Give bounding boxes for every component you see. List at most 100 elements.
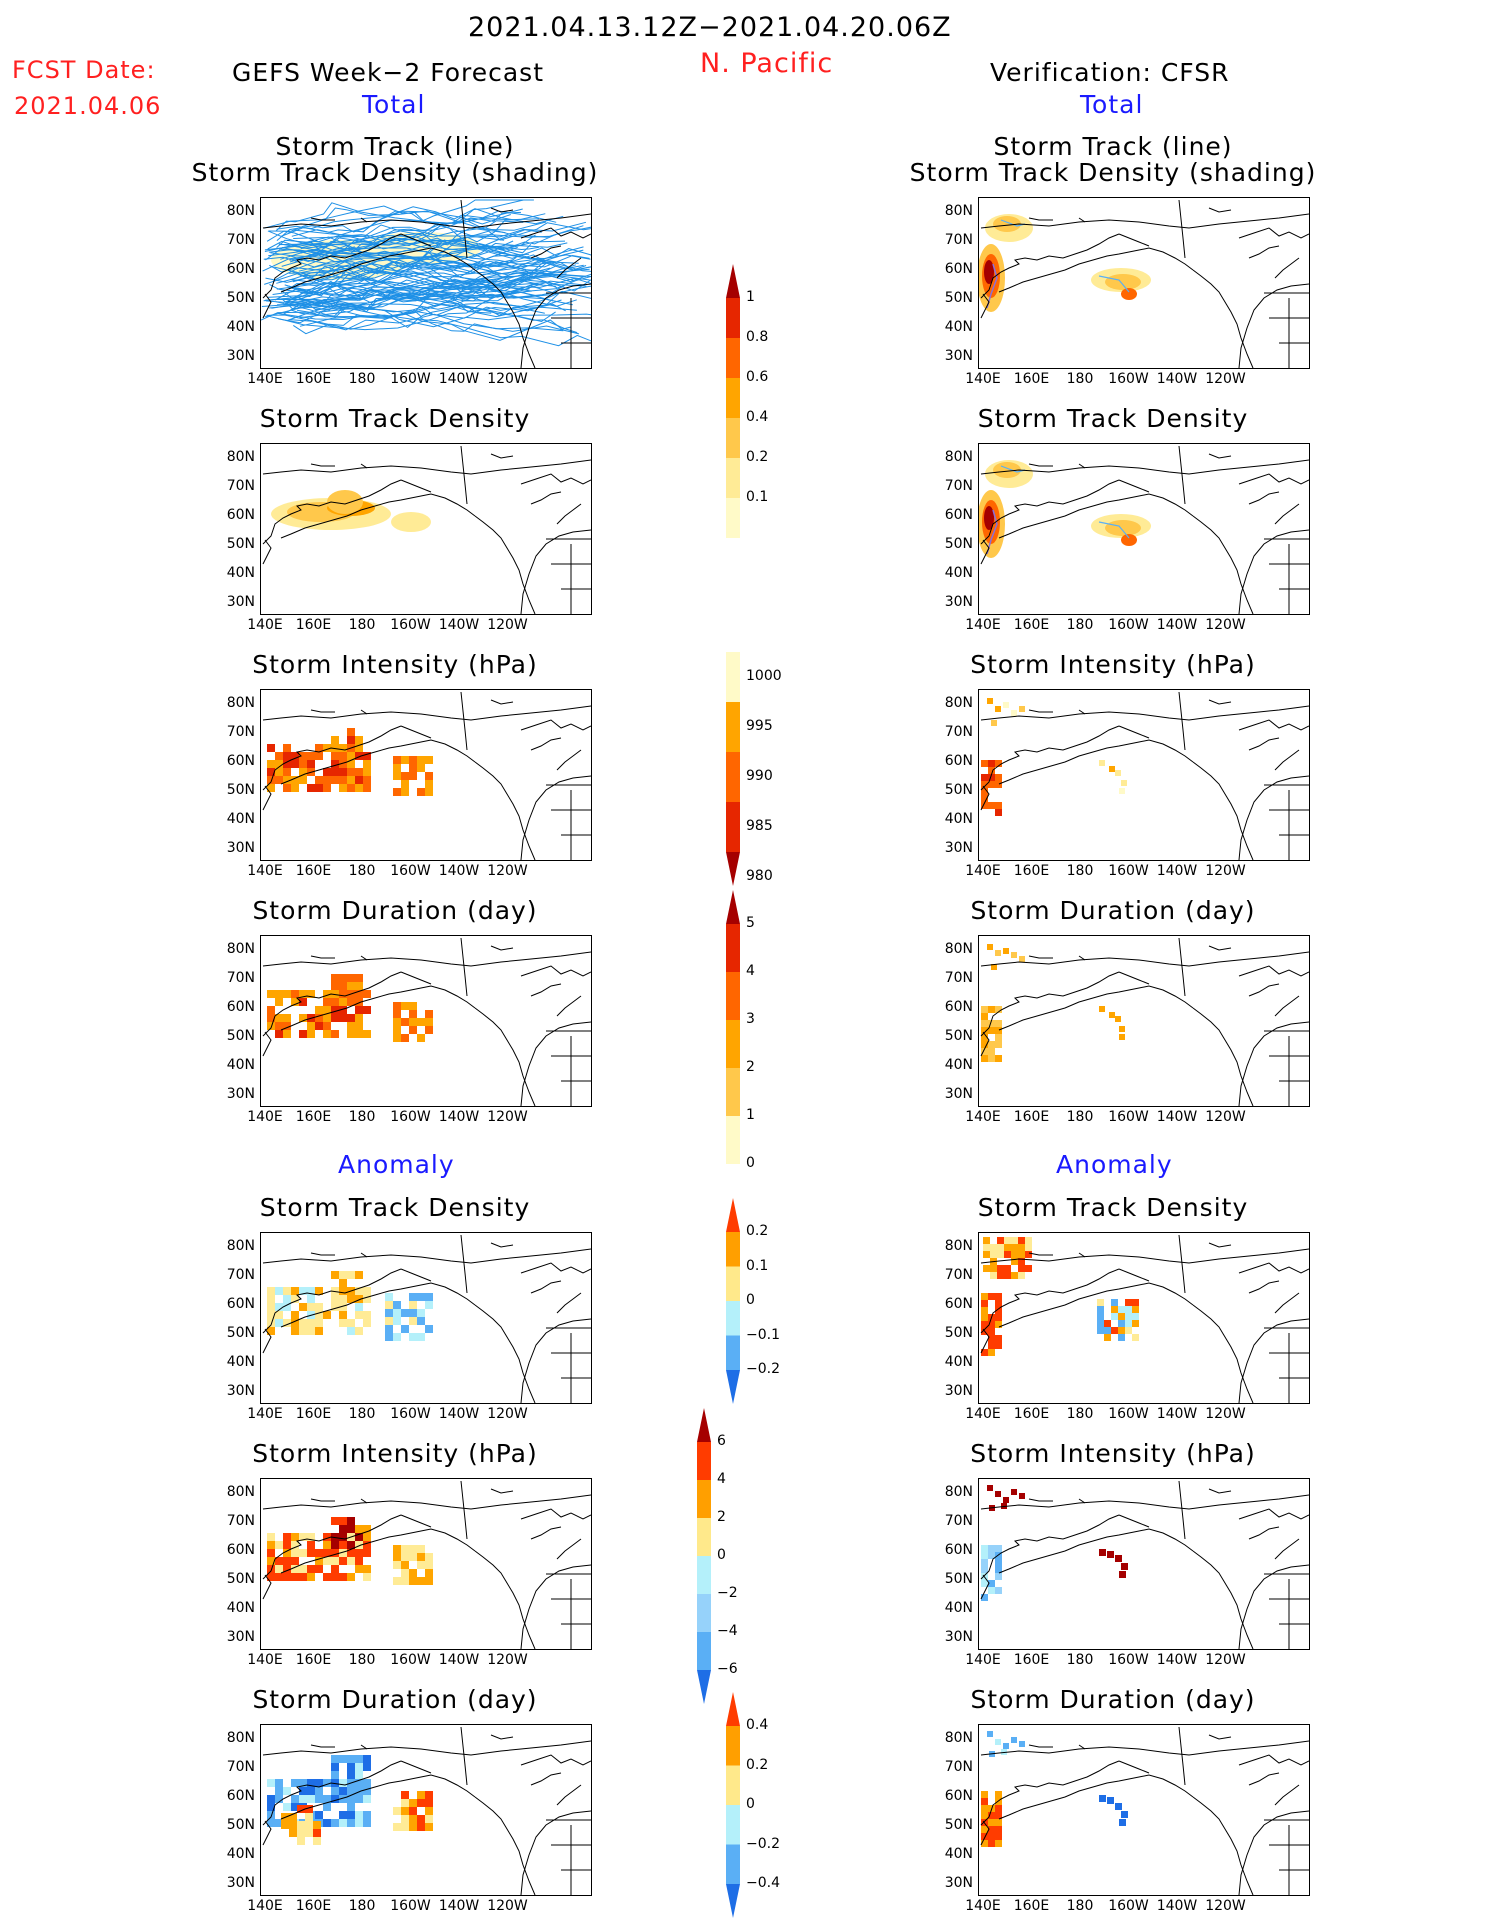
coastline-15 [1078,1744,1086,1750]
grid-cell [323,1549,331,1557]
colorbar-triangle [726,264,740,298]
coastline-1 [998,985,1194,1031]
grid-cell [275,1779,283,1787]
lat-tick-label: 60N [944,261,973,277]
grid-cell [988,1819,995,1826]
grid-cell [393,1018,401,1026]
grid-cell [401,1325,409,1333]
map-right-anom-intensity [978,1478,1310,1650]
coastline-16 [490,1734,514,1740]
right-density-title: Storm Track Density [977,404,1249,433]
right-column-title: Verification: CFSR [990,58,1230,87]
grid-cell [425,1807,433,1815]
grid-cell [315,1327,323,1335]
grid-cell [267,1287,275,1295]
grid-cell [339,1787,347,1795]
coastline-6 [1238,1508,1309,1520]
grid-cell [307,1327,315,1335]
lon-tick-label: 140W [438,617,480,633]
storm-track-line [292,271,531,294]
map-canvas [262,1234,591,1403]
colorbar-segment [697,1442,711,1480]
lat-tick-label: 30N [226,1383,255,1399]
grid-cell [995,1566,1002,1573]
grid-cell [1004,1272,1011,1279]
storm-track-line [267,211,522,251]
grid-cell [289,1813,297,1821]
grid-cell [291,1573,299,1581]
lat-tick-label: 30N [944,594,973,610]
storm-track-line [269,280,558,299]
grid-cell [417,1333,425,1341]
map-right-anom-duration [978,1724,1310,1896]
coastline-7 [520,1564,591,1649]
grid-cell [283,1319,291,1327]
colorbar-segment [726,972,740,1020]
colorbar-label: −2 [717,1585,738,1601]
grid-cell [981,760,988,767]
grid-cell [1018,1244,1025,1251]
grid-cell [1118,1327,1125,1334]
colorbar-segment [697,1556,711,1594]
lon-tick-label: 120W [1205,617,1246,633]
grid-cell [331,1819,339,1827]
grid-cell [299,990,307,998]
map-right-anom-density [978,1232,1310,1404]
grid-cell [981,795,988,802]
grid-cell [995,1020,1002,1027]
lon-tick-label: 160E [295,371,332,387]
grid-cell [323,1779,331,1787]
grid-cell [425,1301,433,1309]
coastline-16 [490,945,514,951]
coastline-6 [520,965,591,977]
coastline-1 [998,1528,1194,1574]
grid-cell [425,756,433,764]
colorbar-label: 0.8 [746,329,769,345]
density-contour [1121,288,1137,300]
grid-cell [1115,1555,1122,1562]
grid-cell [355,1557,363,1565]
grid-cell [1025,1251,1032,1258]
coastline-5 [460,937,468,997]
grid-cell [988,1812,995,1819]
grid-cell [331,998,339,1006]
grid-cell [425,788,433,796]
coastline-0 [262,233,402,299]
grid-cell [995,1300,1002,1307]
grid-cell [339,1279,347,1287]
colorbar-segment [726,1020,740,1068]
storm-track-line [280,213,546,260]
grid-cell [1011,1258,1018,1265]
colorbar-label: 0.2 [746,449,769,465]
colorbar-label: 1000 [746,668,782,684]
coastline-7 [1238,529,1309,614]
lat-tick-label: 60N [226,999,255,1015]
grid-cell [409,756,417,764]
grid-cell [983,1237,990,1244]
grid-cell [267,1327,275,1335]
grid-cell [409,1010,417,1018]
coastline-5 [1178,1726,1186,1786]
colorbar-label: 2 [717,1509,726,1525]
left-track-shading-title: Storm Track Density (shading) [191,158,599,187]
grid-cell [339,1303,347,1311]
grid-cell [981,1321,988,1328]
grid-cell [267,990,275,998]
grid-cell [339,1287,347,1295]
grid-cell [1025,1265,1032,1272]
grid-cell [1115,770,1121,776]
grid-cell [981,1027,988,1034]
grid-cell [988,1552,995,1559]
grid-cell [995,1826,1002,1833]
grid-cell [347,1549,355,1557]
coastline-12 [556,1538,582,1560]
grid-cell [363,1525,371,1533]
grid-cell [983,1265,990,1272]
coastline-15 [360,1744,368,1750]
coastline-5 [460,691,468,751]
lat-tick-label: 50N [944,1571,973,1587]
storm-track-line [300,298,580,335]
coastline-7 [1238,775,1309,860]
colorbar-label: 1 [746,1107,755,1123]
grid-cell [339,1779,347,1787]
